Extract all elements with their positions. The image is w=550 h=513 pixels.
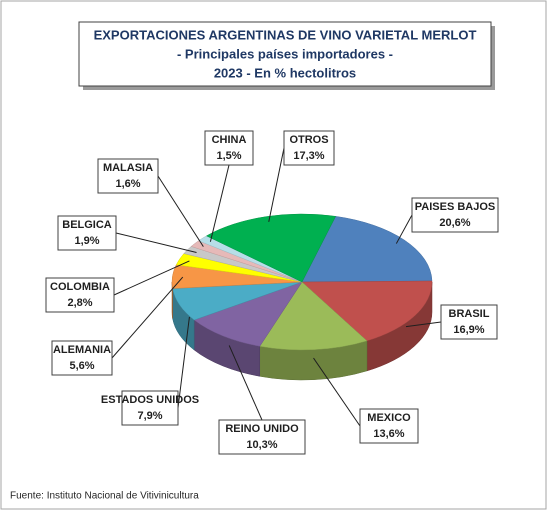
category-label: REINO UNIDO [225,423,299,435]
value-label: 17,3% [293,150,324,162]
category-label: MALASIA [103,162,153,174]
leader-line [313,357,361,427]
value-label: 2,8% [67,297,92,309]
pie-slice [259,281,368,351]
pie-slice [301,280,433,342]
label-box [218,419,306,455]
category-label: CHINA [212,134,247,146]
category-label: OTROS [289,134,328,146]
value-label: 7,9% [137,410,162,422]
leader-line [115,232,197,253]
label-box [283,130,335,166]
label-box [45,277,115,313]
leader-line [405,321,442,328]
chart-title: EXPORTACIONES ARGENTINAS DE VINO VARIETA… [94,27,477,42]
leader-line [113,260,190,296]
leader-line [111,276,184,359]
category-label: BELGICA [62,219,112,231]
pie-slice [193,281,303,347]
leader-line [209,164,230,242]
category-label: ALEMANIA [53,344,111,356]
category-label: BRASIL [449,308,490,320]
pie-slice [205,213,337,283]
category-label: MEXICO [367,412,411,424]
category-label: PAISES BAJOS [415,201,496,213]
leader-line [268,147,285,223]
label-box [121,390,179,426]
label-box [97,158,159,194]
category-label: COLOMBIA [50,281,110,293]
chart-subtitle: - Principales países importadores - [177,46,393,61]
label-box [51,340,113,376]
label-box [440,304,498,340]
value-label: 1,9% [74,235,99,247]
leader-line [228,345,263,421]
leader-line [177,316,190,409]
value-label: 20,6% [439,217,470,229]
value-label: 16,9% [453,324,484,336]
source: Fuente: Instituto Nacional de Vitivinicu… [10,491,199,502]
value-label: 10,3% [246,439,277,451]
label-box [204,130,254,166]
leader-line [395,214,413,244]
value-label: 1,6% [115,178,140,190]
value-label: 5,6% [69,360,94,372]
pie-slice [301,216,433,283]
leader-line [157,175,204,247]
label-box [359,408,419,444]
category-label: ESTADOS UNIDOS [101,394,199,406]
title-box [78,21,492,87]
value-label: 1,5% [216,150,241,162]
value-label: 13,6% [373,428,404,440]
label-box [411,197,499,233]
chart-subtitle: 2023 - En % hectolitros [214,65,356,80]
label-box [57,215,117,251]
